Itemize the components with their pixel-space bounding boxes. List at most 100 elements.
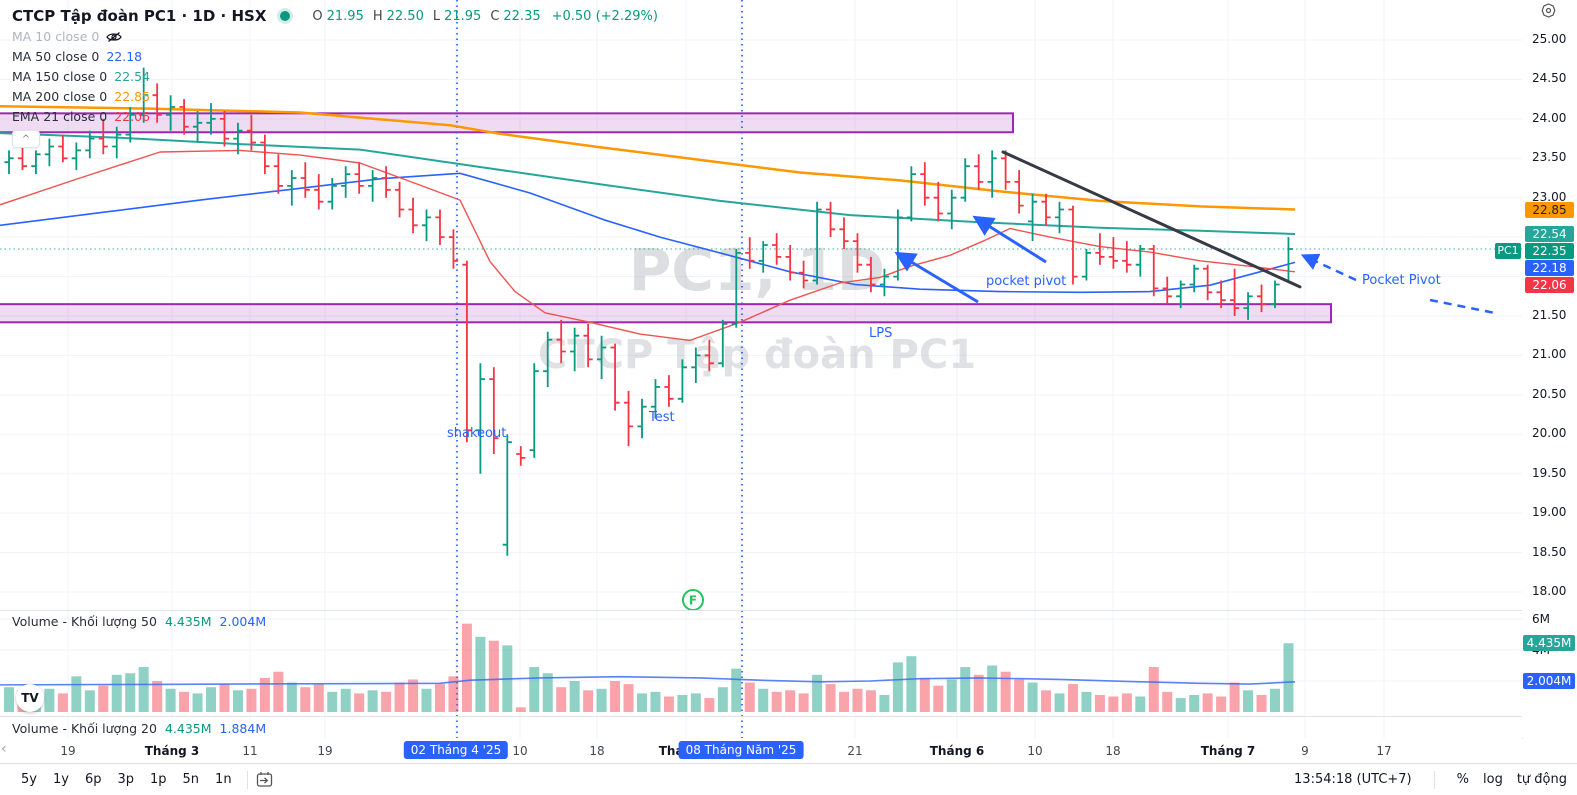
annotation-arrow[interactable] [972, 215, 1047, 264]
annotation-label[interactable]: shakeout [447, 426, 506, 441]
volume-bar[interactable] [327, 691, 338, 712]
volume-bar[interactable] [1041, 690, 1052, 712]
ohlc-bar[interactable] [704, 339, 714, 372]
volume-bar[interactable] [71, 676, 82, 712]
gear-icon[interactable] [1541, 3, 1556, 22]
ohlc-bar[interactable] [1243, 292, 1253, 320]
volume-bar[interactable] [879, 694, 890, 712]
volume-bar[interactable] [987, 665, 998, 713]
ohlc-bar[interactable] [570, 327, 580, 372]
annotation-dashed-arrow[interactable] [1300, 253, 1357, 282]
volume-bar[interactable] [152, 681, 163, 712]
ohlc-bar[interactable] [906, 166, 916, 222]
volume-bar[interactable] [542, 673, 553, 712]
volume-bar[interactable] [704, 698, 715, 712]
volume-bar[interactable] [1027, 682, 1038, 712]
volume-bar[interactable] [852, 688, 863, 712]
volume-bar[interactable] [1081, 691, 1092, 712]
volume-bar[interactable] [529, 667, 540, 712]
pane-separator[interactable] [0, 610, 1577, 611]
ohlc-bar[interactable] [435, 209, 445, 246]
ohlc-bar[interactable] [947, 189, 957, 230]
volume-bar[interactable] [354, 693, 365, 712]
annotation-arrow[interactable] [894, 251, 979, 304]
volume-bar[interactable] [98, 685, 109, 712]
volume-bar[interactable] [1229, 682, 1240, 712]
volume-bar[interactable] [259, 677, 270, 712]
annotation-dashed-line[interactable] [1429, 298, 1496, 315]
ohlc-bar[interactable] [596, 335, 607, 380]
ohlc-bar[interactable] [543, 331, 553, 387]
ohlc-bar[interactable] [219, 111, 230, 147]
annotation-label[interactable]: pocket pivot [986, 274, 1066, 289]
ohlc-bar[interactable] [327, 178, 337, 210]
volume-bar[interactable] [273, 671, 284, 712]
volume-bar[interactable] [717, 687, 728, 712]
volume-bar[interactable] [1216, 696, 1227, 713]
volume-bar[interactable] [340, 688, 351, 712]
volume-bar[interactable] [57, 693, 68, 712]
ohlc-bar[interactable] [475, 363, 485, 474]
ohlc-bar[interactable] [260, 134, 270, 175]
volume-bar[interactable] [690, 693, 701, 712]
ohlc-bar[interactable] [31, 150, 41, 175]
ohlc-bar[interactable] [139, 67, 149, 123]
ohlc-bar[interactable] [637, 398, 647, 439]
volume-bar[interactable] [179, 691, 190, 712]
range-button-1y[interactable]: 1y [52, 772, 69, 787]
volume-bar[interactable] [583, 690, 594, 712]
annotation-label[interactable]: Test [648, 410, 675, 425]
volume-bar[interactable] [434, 684, 445, 712]
ohlc-bar[interactable] [448, 229, 459, 269]
go-to-date-button[interactable] [256, 771, 273, 788]
ohlc-bar[interactable] [1054, 201, 1065, 234]
ohlc-bar[interactable] [1041, 193, 1051, 226]
ohlc-bar[interactable] [206, 103, 216, 135]
ohlc-bar[interactable] [785, 245, 795, 281]
ohlc-bar[interactable] [85, 130, 95, 159]
volume-bar[interactable] [610, 681, 621, 712]
volume-bar[interactable] [246, 688, 257, 712]
annotation-label[interactable]: LPS [869, 326, 892, 341]
ohlc-bar[interactable] [1216, 280, 1226, 309]
ohlc-bar[interactable] [314, 174, 324, 210]
range-button-5y[interactable]: 5y [21, 772, 37, 787]
volume-bar[interactable] [1189, 694, 1200, 712]
volume-bar[interactable] [556, 687, 567, 712]
indicator-row[interactable]: MA 10 close 0 [12, 26, 658, 46]
volume-bar[interactable] [408, 679, 419, 712]
eye-off-icon[interactable] [106, 29, 123, 44]
ohlc-bar[interactable] [58, 134, 68, 163]
volume-bar[interactable] [892, 662, 903, 712]
volume-bar[interactable] [44, 688, 55, 712]
volume-bar[interactable] [448, 676, 459, 712]
ohlc-bar[interactable] [664, 375, 674, 407]
volume-legend-20[interactable]: Volume - Khối lượng 20 4.435M 1.884M [12, 721, 266, 736]
ohlc-bar[interactable] [987, 150, 997, 198]
log-scale-button[interactable]: log [1483, 772, 1503, 787]
volume-bar[interactable] [84, 690, 95, 712]
ohlc-bar[interactable] [691, 347, 701, 384]
trendline[interactable] [1001, 150, 1302, 289]
volume-bar[interactable] [1054, 693, 1065, 712]
volume-bar[interactable] [488, 640, 499, 712]
volume-bar[interactable] [165, 688, 176, 712]
ohlc-bar[interactable] [879, 268, 890, 297]
ohlc-bar[interactable] [98, 118, 108, 155]
volume-bar[interactable] [515, 707, 526, 712]
ohlc-bar[interactable] [273, 154, 283, 194]
ohlc-bar[interactable] [1176, 280, 1186, 309]
volume-bar[interactable] [677, 694, 688, 712]
ohlc-bar[interactable] [933, 181, 943, 222]
price-volume-chart[interactable]: PC1, 1D CTCP Tập đoàn PC1 shakeout Test LPS p… [0, 0, 1522, 738]
ohlc-bar[interactable] [287, 170, 297, 206]
ohlc-bar[interactable] [745, 237, 755, 269]
ohlc-bar[interactable] [839, 217, 849, 249]
ohlc-bar[interactable] [610, 343, 620, 411]
ohlc-bar[interactable] [354, 162, 364, 194]
indicator-row[interactable]: MA 200 close 0 22.85 [12, 86, 658, 106]
volume-bar[interactable] [946, 679, 957, 712]
volume-bar[interactable] [906, 656, 917, 712]
volume-bar[interactable] [1000, 671, 1011, 712]
ohlc-bar[interactable] [731, 249, 741, 328]
